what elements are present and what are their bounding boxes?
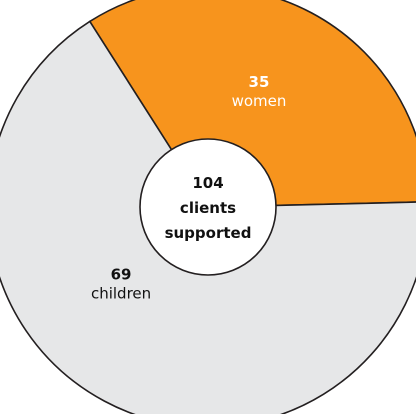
slice-women — [88, 0, 416, 208]
center-label-line-2: supported — [165, 224, 252, 242]
slice-label-women: women — [232, 92, 287, 110]
slice-label-children: children — [91, 284, 151, 302]
slice-value-children: 69 — [111, 265, 132, 283]
center-total-value: 104 — [192, 174, 223, 192]
center-label-line-1: clients — [180, 199, 236, 217]
center-hole — [139, 138, 277, 276]
slice-value-women: 35 — [249, 73, 270, 91]
